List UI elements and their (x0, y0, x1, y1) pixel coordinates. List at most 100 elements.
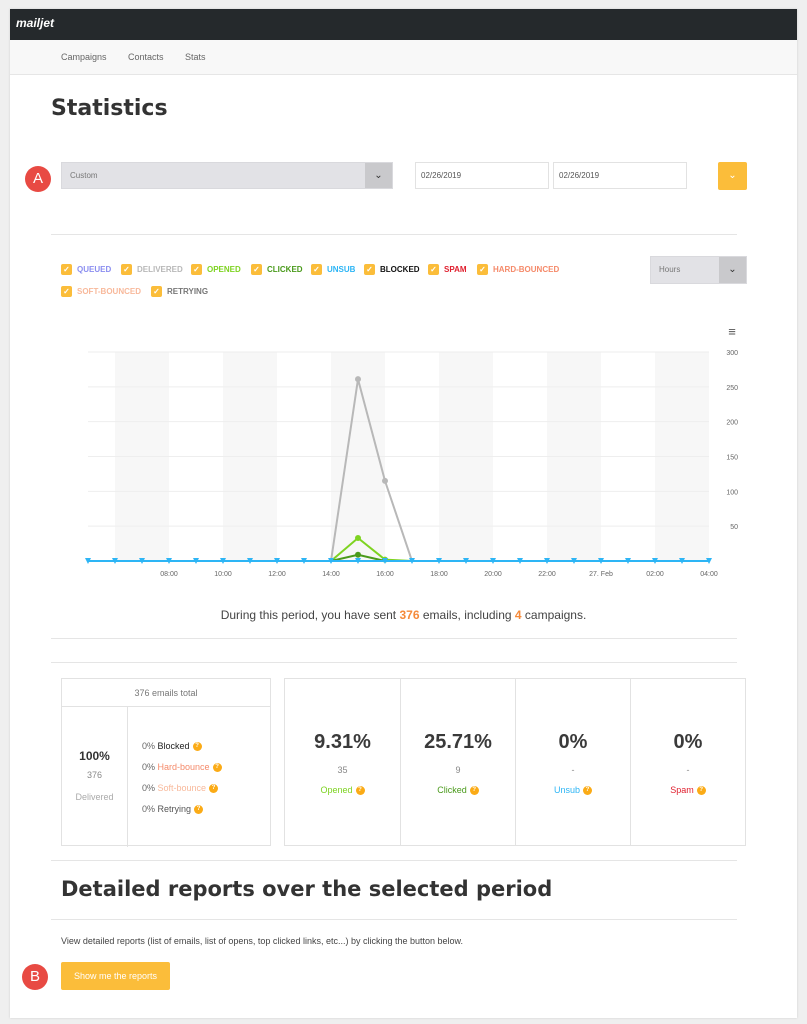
help-icon[interactable]: ? (469, 786, 479, 796)
x-tick-label: 18:00 (430, 571, 448, 578)
x-tick-label: 27. Feb (589, 571, 613, 578)
data-point[interactable] (625, 558, 631, 564)
data-point[interactable] (679, 558, 685, 564)
data-point[interactable] (544, 558, 550, 564)
data-point[interactable] (382, 477, 388, 484)
summary-text: During this period, you have sent 376 em… (0, 608, 807, 622)
metric-count: 9 (455, 765, 461, 775)
data-point[interactable] (652, 558, 658, 564)
checkbox-checked-icon[interactable]: ✓ (61, 264, 72, 275)
data-point[interactable] (247, 558, 253, 564)
legend-item-hard-bounced[interactable]: ✓ HARD-BOUNCED (477, 264, 559, 275)
help-icon[interactable]: ? (355, 786, 365, 796)
delivery-row-blocked: 0% Blocked? (142, 741, 202, 752)
checkbox-checked-icon[interactable]: ✓ (251, 264, 262, 275)
data-point[interactable] (355, 558, 361, 564)
checkbox-checked-icon[interactable]: ✓ (364, 264, 375, 275)
data-point[interactable] (436, 558, 442, 564)
help-icon[interactable]: ? (209, 784, 219, 794)
page-title: Statistics (51, 96, 168, 121)
legend-item-spam[interactable]: ✓ SPAM (428, 264, 467, 275)
legend-label: UNSUB (327, 265, 356, 274)
help-icon[interactable]: ? (192, 742, 202, 752)
data-point[interactable] (301, 558, 307, 564)
data-point[interactable] (463, 558, 469, 564)
checkbox-checked-icon[interactable]: ✓ (121, 264, 132, 275)
date-to-input[interactable]: 02/26/2019 (553, 162, 687, 189)
legend-item-unsub[interactable]: ✓ UNSUB (311, 264, 355, 275)
data-point[interactable] (220, 558, 226, 564)
data-point[interactable] (517, 558, 523, 564)
nav-contacts[interactable]: Contacts (128, 52, 164, 62)
help-icon[interactable]: ? (696, 786, 706, 796)
checkbox-checked-icon[interactable]: ✓ (428, 264, 439, 275)
legend-item-soft-bounced[interactable]: ✓ SOFT-BOUNCED (61, 286, 141, 297)
data-point[interactable] (598, 558, 604, 564)
help-icon[interactable]: ? (212, 763, 222, 773)
data-point[interactable] (355, 551, 361, 558)
summary-prefix: During this period, you have sent (220, 608, 400, 622)
row-pct: 0% (142, 783, 156, 793)
legend-item-delivered[interactable]: ✓ DELIVERED (121, 264, 183, 275)
legend-item-opened[interactable]: ✓ OPENED (191, 264, 241, 275)
delivery-row-retrying: 0% Retrying? (142, 804, 204, 815)
data-point[interactable] (706, 558, 712, 564)
legend-item-retrying[interactable]: ✓ RETRYING (151, 286, 208, 297)
legend-label: SPAM (444, 265, 467, 274)
nav-stats[interactable]: Stats (185, 52, 206, 62)
data-point[interactable] (166, 558, 172, 564)
data-point[interactable] (571, 558, 577, 564)
delivered-pct: 100% (79, 749, 110, 763)
metric-pct: 9.31% (314, 731, 371, 753)
checkbox-checked-icon[interactable]: ✓ (191, 264, 202, 275)
checkbox-checked-icon[interactable]: ✓ (151, 286, 162, 297)
chart-menu-icon[interactable]: ≡ (728, 324, 736, 339)
legend-label: CLICKED (267, 265, 303, 274)
checkbox-checked-icon[interactable]: ✓ (311, 264, 322, 275)
row-pct: 0% (142, 762, 156, 772)
top-bar: mailjet (10, 9, 797, 40)
apply-filter-button[interactable]: ⌄ (718, 162, 747, 190)
granularity-select[interactable]: Hours ⌄ (650, 256, 747, 284)
help-icon[interactable]: ? (194, 805, 204, 815)
x-tick-label: 12:00 (268, 571, 286, 578)
data-point[interactable] (328, 558, 334, 564)
data-point[interactable] (139, 558, 145, 564)
checkbox-checked-icon[interactable]: ✓ (61, 286, 72, 297)
checkbox-checked-icon[interactable]: ✓ (477, 264, 488, 275)
show-reports-button[interactable]: Show me the reports (61, 962, 170, 990)
data-point[interactable] (193, 558, 199, 564)
x-tick-label: 04:00 (700, 571, 718, 578)
data-point[interactable] (85, 558, 91, 564)
row-label: Soft-bounce (157, 783, 207, 793)
data-point[interactable] (490, 558, 496, 564)
reports-description: View detailed reports (list of emails, l… (61, 936, 464, 946)
metric-pct: 0% (673, 731, 703, 753)
divider (51, 638, 737, 639)
data-point[interactable] (355, 535, 361, 542)
metrics-box: 9.31% 35 Opened? 25.71% 9 Clicked? 0% - Unsub? 0%… (284, 678, 746, 846)
metric-label: Opened (320, 785, 353, 795)
data-point[interactable] (409, 558, 415, 564)
help-icon[interactable]: ? (583, 786, 592, 796)
legend-item-clicked[interactable]: ✓ CLICKED (251, 264, 303, 275)
metric-pct: 25.71% (424, 731, 492, 753)
emails-total: 376 emails total (62, 679, 270, 707)
nav-campaigns[interactable]: Campaigns (61, 52, 107, 62)
legend-item-queued[interactable]: ✓ QUEUED (61, 264, 111, 275)
date-from-input[interactable]: 02/26/2019 (415, 162, 549, 189)
legend-item-blocked[interactable]: ✓ BLOCKED (364, 264, 420, 275)
data-point[interactable] (112, 558, 118, 564)
campaigns-count: 4 (514, 608, 522, 622)
row-pct: 0% (142, 804, 156, 814)
period-select[interactable]: Custom ⌄ (61, 162, 393, 189)
mailjet-logo[interactable]: mailjet (16, 16, 55, 30)
data-point[interactable] (382, 558, 388, 564)
metric-opened: 9.31% 35 Opened? (285, 679, 400, 845)
data-point[interactable] (274, 558, 280, 564)
period-value: Custom (70, 171, 98, 180)
data-point[interactable] (355, 376, 361, 383)
delivered-label: Delivered (75, 792, 114, 802)
x-tick-label: 10:00 (214, 571, 232, 578)
emails-sent-count: 376 (399, 608, 420, 622)
